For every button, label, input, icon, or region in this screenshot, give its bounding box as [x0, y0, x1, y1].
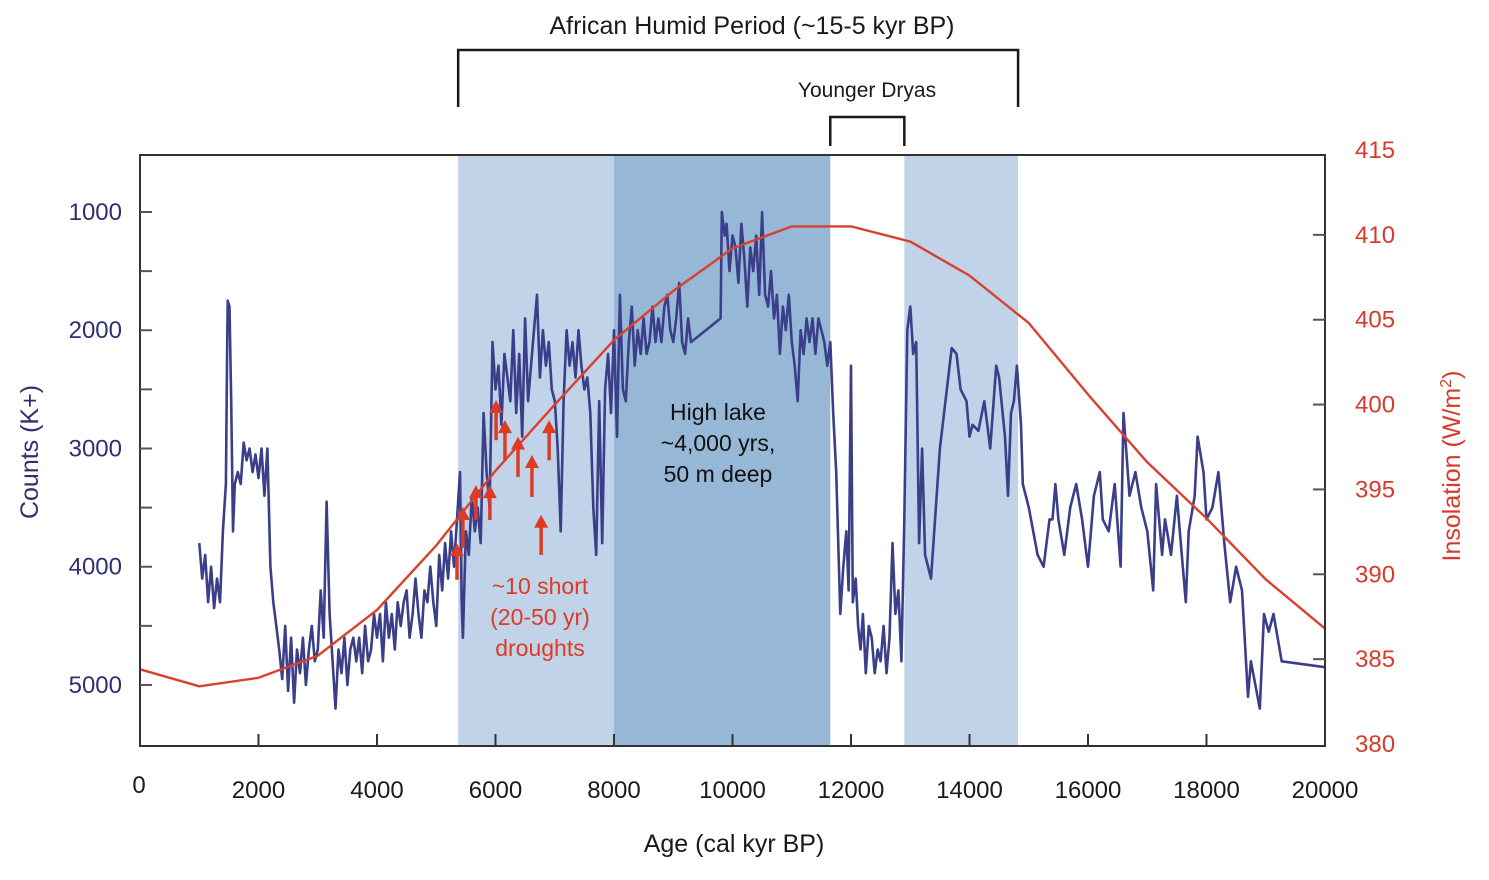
high-lake-line2: ~4,000 yrs,	[661, 430, 775, 456]
y-left-axis-label: Counts (K+)	[16, 385, 44, 519]
drought-arrow-3	[482, 485, 497, 521]
y-right-tick-label: 385	[1355, 646, 1395, 673]
y-right-tick-label: 410	[1355, 222, 1395, 249]
drought-arrow-8	[534, 514, 549, 555]
y-right-tick-label: 395	[1355, 476, 1395, 503]
x-tick-label: 2000	[232, 777, 285, 804]
drought-arrows	[449, 400, 557, 580]
y-right-tick-label: 415	[1355, 137, 1395, 164]
y-right-label-main: Insolation (W/m	[1438, 388, 1466, 562]
axis-ticks: 1000 2000 3000 4000 5000 380 385 390 395 400 405 41…	[69, 137, 1395, 804]
insolation-line	[139, 225, 1326, 688]
younger-dryas-bracket	[829, 115, 906, 146]
y-right-tick-label: 400	[1355, 392, 1395, 419]
droughts-line3: droughts	[495, 635, 585, 661]
y-right-tick-label: 380	[1355, 731, 1395, 758]
droughts-line2: (20-50 yr)	[490, 604, 590, 630]
y-right-label-end: )	[1438, 371, 1466, 379]
y-left-tick-label: 2000	[69, 317, 122, 344]
x-tick-label: 12000	[818, 777, 885, 804]
x-tick-label: 18000	[1173, 777, 1240, 804]
y-right-tick-label: 405	[1355, 307, 1395, 334]
x-tick-label: 10000	[699, 777, 766, 804]
y-left-tick-label: 4000	[69, 554, 122, 581]
drought-arrow-4	[489, 400, 504, 441]
y-left-tick-label: 3000	[69, 435, 122, 462]
y-left-tick-label: 5000	[69, 672, 122, 699]
x-tick-label: 8000	[587, 777, 640, 804]
younger-dryas-label: Younger Dryas	[798, 79, 936, 102]
high-lake-line3: 50 m deep	[664, 461, 773, 487]
drought-arrow-7	[524, 454, 539, 497]
ahp-bracket	[456, 48, 1020, 107]
drought-arrow-2	[468, 485, 483, 521]
y-right-label-sup: 2	[1438, 379, 1455, 388]
x-tick-label: 6000	[469, 777, 522, 804]
y-right-tick-label: 390	[1355, 561, 1395, 588]
period-brackets	[456, 48, 1020, 146]
y-left-tick-label: 1000	[69, 199, 122, 226]
y-right-axis-label: Insolation (W/m2)	[1438, 371, 1466, 562]
x-tick-label: 16000	[1055, 777, 1122, 804]
drought-arrow-5	[497, 420, 512, 461]
droughts-line1: ~10 short	[492, 573, 589, 599]
drought-arrow-1	[455, 507, 470, 548]
x-axis-label: Age (cal kyr BP)	[644, 830, 825, 858]
x-tick-label: 20000	[1292, 777, 1359, 804]
drought-arrow-6	[511, 436, 526, 477]
ahp-bracket-label: African Humid Period (~15-5 kyr BP)	[549, 12, 954, 40]
shaded-region-0	[458, 155, 614, 746]
drought-arrow-0	[449, 543, 464, 580]
x-tick-label: 4000	[350, 777, 403, 804]
x-origin-label: 0	[132, 772, 145, 799]
high-lake-line1: High lake	[670, 399, 766, 425]
series-lines	[139, 210, 1326, 710]
x-tick-label: 14000	[936, 777, 1003, 804]
drought-arrow-9	[542, 420, 557, 461]
